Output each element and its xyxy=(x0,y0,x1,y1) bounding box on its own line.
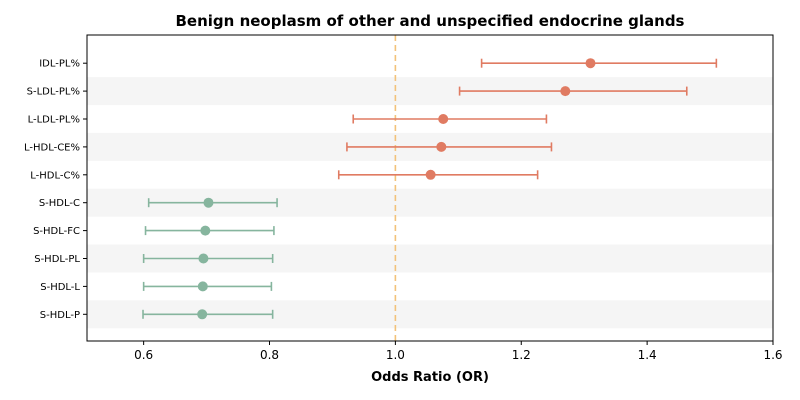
x-axis-label: Odds Ratio (OR) xyxy=(371,370,489,385)
y-tick-label: S-HDL-L xyxy=(40,282,80,293)
data-marks xyxy=(142,58,718,320)
y-tick-label: S-HDL-C xyxy=(39,198,80,209)
or-point xyxy=(436,141,447,152)
x-tick-label: 0.8 xyxy=(260,348,279,362)
y-tick-label: S-HDL-P xyxy=(40,310,80,321)
y-axis: IDL-PL% S-LDL-PL% L-LDL-PL% L-HDL-CE% L-HDL-… xyxy=(24,59,87,321)
x-tick-label: 0.6 xyxy=(134,348,153,362)
y-tick-label: IDL-PL% xyxy=(39,59,80,70)
or-point xyxy=(585,58,596,69)
x-tick-label: 1.6 xyxy=(763,348,782,362)
y-tick-label: S-HDL-FC xyxy=(33,226,80,237)
x-axis: 0.6 0.8 1.0 1.2 1.4 1.6 xyxy=(134,341,783,362)
or-point xyxy=(560,86,571,97)
or-point xyxy=(200,225,211,236)
x-tick-label: 1.2 xyxy=(512,348,531,362)
plot-frame xyxy=(86,34,774,342)
or-point xyxy=(198,253,209,264)
or-point xyxy=(438,114,449,124)
chart-title: Benign neoplasm of other and unspecified… xyxy=(176,12,685,30)
y-tick-label: S-HDL-PL xyxy=(34,254,80,265)
or-point xyxy=(197,309,208,320)
or-point xyxy=(425,169,436,180)
x-tick-label: 1.0 xyxy=(386,348,405,362)
or-point xyxy=(203,197,214,208)
y-tick-label: S-LDL-PL% xyxy=(27,87,80,98)
y-tick-label: L-LDL-PL% xyxy=(28,115,80,126)
y-tick-label: L-HDL-C% xyxy=(30,170,80,181)
x-tick-label: 1.4 xyxy=(638,348,657,362)
y-tick-label: L-HDL-CE% xyxy=(24,142,80,153)
or-point xyxy=(197,281,208,292)
